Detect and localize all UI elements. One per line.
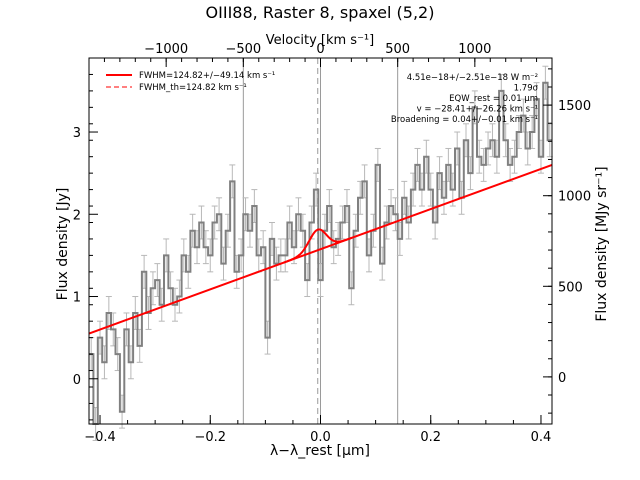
- top-tick-label: −500: [225, 42, 261, 57]
- legend-label: FWHM=124.82+/−49.14 km s⁻¹: [139, 71, 275, 81]
- y-tick-label: 2: [73, 208, 81, 223]
- annotation-text: 1.79σ: [514, 84, 539, 94]
- right-tick-label: 1500: [558, 99, 591, 114]
- y-tick-label: 3: [73, 126, 81, 141]
- gaussian-fit-curve: [283, 228, 353, 264]
- x-axis-label: λ−λ_rest [μm]: [270, 443, 370, 459]
- top-tick-label: 500: [385, 42, 410, 57]
- x-tick-label: −0.4: [84, 430, 116, 445]
- data-series: [89, 81, 552, 425]
- data-histogram: [89, 81, 552, 425]
- top-tick-label: 0: [316, 42, 324, 57]
- x-tick-label: −0.2: [194, 430, 226, 445]
- annotation-text: v = −28.41+/−26.26 km s⁻¹: [417, 105, 538, 115]
- y-axis-label: Flux density [Jy]: [55, 188, 71, 301]
- reference-lines: [242, 58, 399, 424]
- continuum-fit-line: [88, 163, 553, 335]
- top-axis-label: Velocity [km s⁻¹]: [266, 33, 374, 48]
- right-tick-label: 0: [558, 371, 566, 386]
- x-tick-label: 0.0: [310, 430, 331, 445]
- fit-curves: [88, 163, 553, 335]
- top-tick-label: −1000: [144, 42, 188, 57]
- axes: −0.4 −0.2 0.0 0.2 0.4 −1000 −500 0 500 1000 0 1 2 3 0 5…: [73, 42, 591, 445]
- legend: FWHM=124.82+/−49.14 km s⁻¹ FWHM_th=124.82…: [106, 71, 275, 93]
- right-tick-label: 1000: [558, 190, 591, 205]
- annotation-text: 4.51e−18+/−2.51e−18 W m⁻²: [407, 73, 538, 83]
- right-axis-label: Flux density [MJy sr⁻¹]: [594, 166, 610, 321]
- top-tick-label: 1000: [458, 42, 491, 57]
- y-tick-label: 1: [73, 291, 81, 306]
- y-tick-label: 0: [73, 373, 81, 388]
- annotation-text: Broadening = 0.04+/−0.01 km s⁻¹: [391, 115, 538, 125]
- x-tick-label: 0.4: [531, 430, 552, 445]
- annotation-text: EQW_rest = 0.01 μm: [449, 94, 538, 104]
- chart-title: OIII88, Raster 8, spaxel (5,2): [206, 3, 435, 22]
- x-tick-label: 0.2: [420, 430, 441, 445]
- legend-label: FWHM_th=124.82 km s⁻¹: [139, 83, 247, 93]
- right-tick-label: 500: [558, 280, 583, 295]
